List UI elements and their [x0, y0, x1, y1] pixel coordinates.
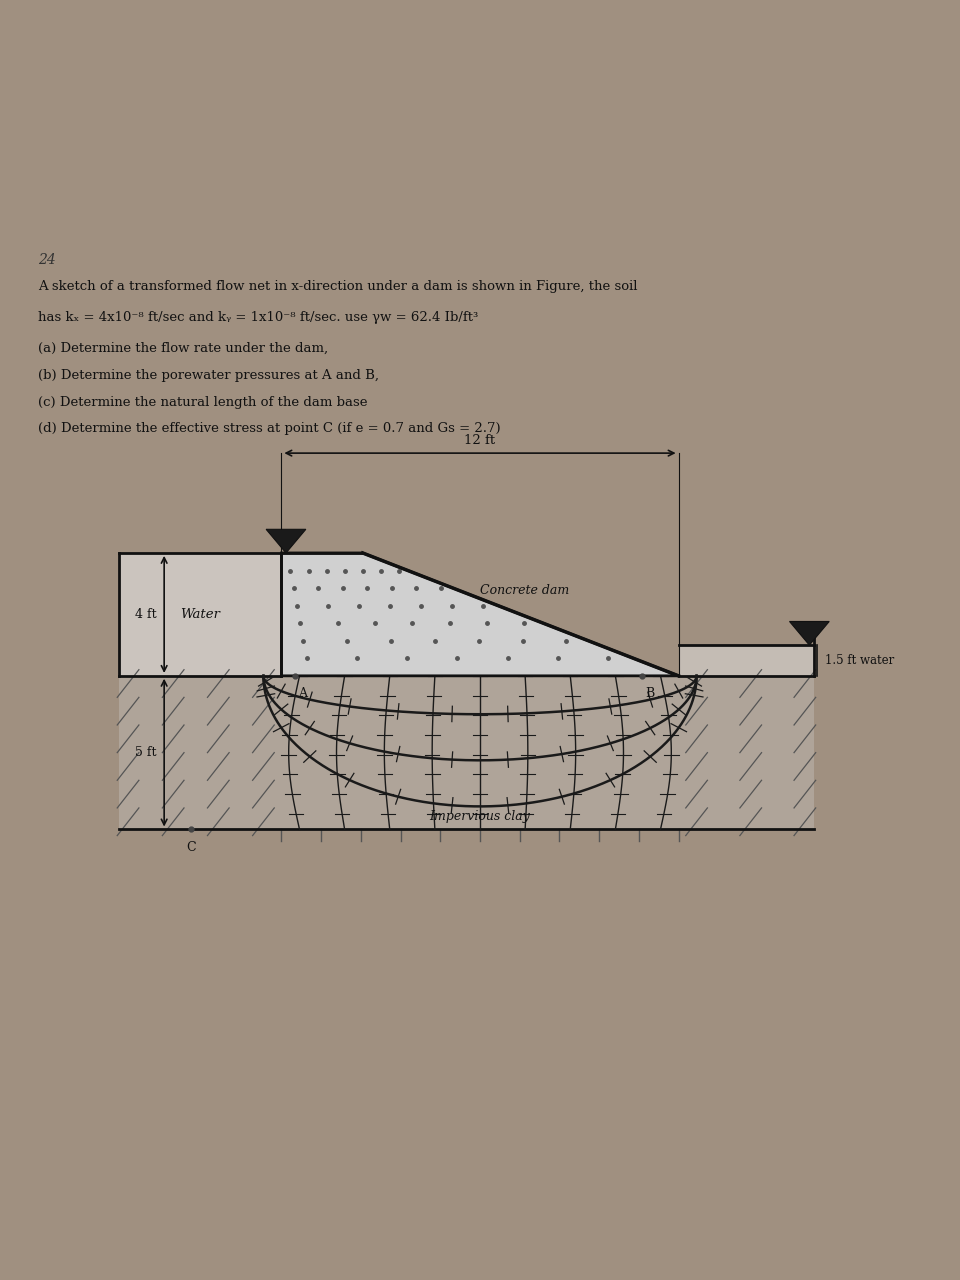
Text: Impervious clay: Impervious clay — [429, 810, 531, 823]
Text: (b) Determine the porewater pressures at A and B,: (b) Determine the porewater pressures at… — [37, 369, 379, 381]
Polygon shape — [789, 622, 829, 645]
Text: 4 ft: 4 ft — [135, 608, 156, 621]
Text: B: B — [645, 687, 655, 700]
Text: (c) Determine the natural length of the dam base: (c) Determine the natural length of the … — [37, 396, 368, 408]
Text: C: C — [186, 841, 196, 854]
Text: Concrete dam: Concrete dam — [481, 584, 569, 596]
Text: 5 ft: 5 ft — [135, 746, 156, 759]
Polygon shape — [266, 530, 306, 553]
Text: (a) Determine the flow rate under the dam,: (a) Determine the flow rate under the da… — [37, 342, 328, 355]
Bar — [679, 645, 814, 676]
Text: 24: 24 — [37, 253, 56, 268]
Text: 12 ft: 12 ft — [465, 434, 495, 447]
Text: has kₓ = 4x10⁻⁸ ft/sec and kᵧ = 1x10⁻⁸ ft/sec. use γw = 62.4 Ib/ft³: has kₓ = 4x10⁻⁸ ft/sec and kᵧ = 1x10⁻⁸ f… — [37, 311, 478, 324]
Text: A sketch of a transformed flow net in x-direction under a dam is shown in Figure: A sketch of a transformed flow net in x-… — [37, 280, 637, 293]
Text: Water: Water — [180, 608, 220, 621]
Text: 1.5 ft water: 1.5 ft water — [825, 654, 894, 667]
Polygon shape — [281, 553, 679, 676]
Bar — [119, 676, 814, 829]
Text: (d) Determine the effective stress at point C (if e = 0.7 and Gs = 2.7): (d) Determine the effective stress at po… — [37, 422, 500, 435]
Bar — [119, 553, 281, 676]
Text: A: A — [298, 687, 306, 700]
